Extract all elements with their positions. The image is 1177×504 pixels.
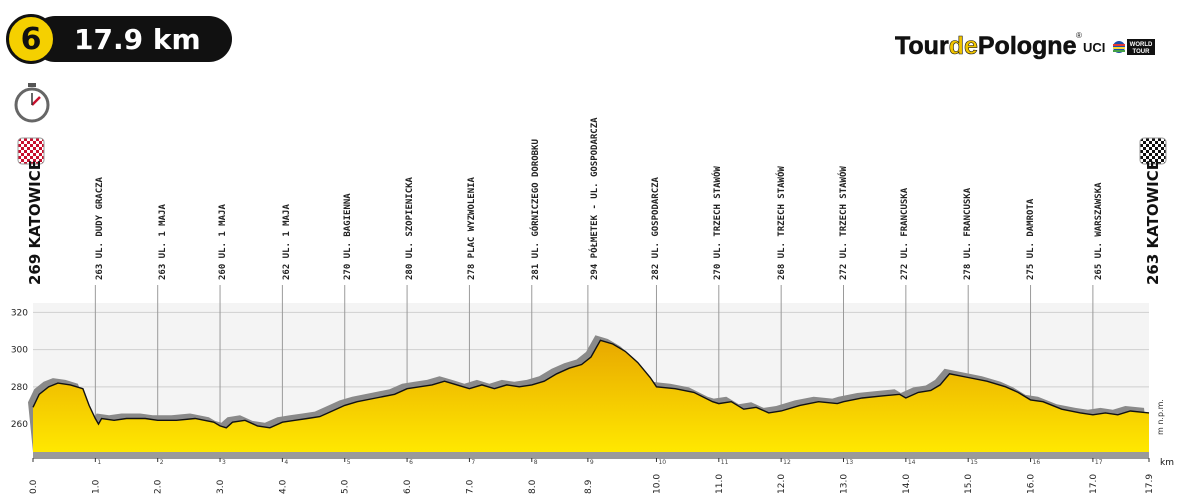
x-tick-label: 14.0 xyxy=(902,474,912,494)
y-tick-label: 300 xyxy=(11,346,28,356)
waypoint-number: 7 xyxy=(471,459,475,466)
waypoint-number: 10 xyxy=(658,459,666,466)
logo-word-pologne: Pologne xyxy=(978,32,1077,60)
y-tick-label: 260 xyxy=(11,420,28,430)
waypoint-number: 15 xyxy=(970,459,978,466)
x-tick-label: 10.0 xyxy=(652,474,662,494)
waypoint-label: 280 UL. SZOPIENICKA xyxy=(405,176,415,280)
waypoint-number: 8 xyxy=(534,459,538,466)
stage-distance: 17.9 km xyxy=(32,16,232,62)
x-tick-label: 6.0 xyxy=(403,479,413,494)
waypoint-label: 272 UL. TRZECH STAWÓW xyxy=(837,166,849,280)
waypoint-number: 6 xyxy=(409,459,413,466)
y-tick-label: 320 xyxy=(11,308,28,318)
registered-mark: ® xyxy=(1076,31,1082,40)
x-tick-label: 0.0 xyxy=(29,479,39,494)
x-tick-label: 1.0 xyxy=(91,479,101,494)
x-tick-label: 17.9 xyxy=(1145,474,1155,494)
finish-label: 263 KATOWICE xyxy=(1144,160,1162,285)
waypoint-label: 260 UL. 1 MAJA xyxy=(218,204,228,280)
baseline-bar xyxy=(33,452,1149,457)
stopwatch-icon xyxy=(14,83,50,123)
waypoint-label: 270 UL. TRZECH STAWÓW xyxy=(711,166,723,280)
x-tick-label: 8.9 xyxy=(584,479,594,494)
waypoint-number: 17 xyxy=(1095,459,1103,466)
x-tick-label: 7.0 xyxy=(465,479,475,494)
x-tick-label: 5.0 xyxy=(341,479,351,494)
waypoint-label: 270 UL. BAGIENNA xyxy=(343,193,353,280)
waypoint-label: 268 UL. TRZECH STAWÓW xyxy=(775,166,787,280)
world-text: WORLD xyxy=(1130,42,1153,48)
waypoint-number: 9 xyxy=(590,459,594,466)
waypoint-label: 294 PÓŁMETEK - UL. GOSPODARCZA xyxy=(588,117,600,280)
x-axis-labels: 0.0 1.0 2.0 3.0 4.0 5.0 6.0 7.0 8.0 8.9 10.0 11.0 12… xyxy=(29,457,1155,494)
stage-badge: 17.9 km 6 xyxy=(6,14,232,64)
tour-text: TOUR xyxy=(1133,49,1151,55)
profile-area xyxy=(32,339,1150,457)
waypoint-label: 262 UL. 1 MAJA xyxy=(282,204,292,280)
waypoint-number: 1 xyxy=(97,459,101,466)
x-tick-label: 3.0 xyxy=(216,479,226,494)
logo-word-tour: Tour xyxy=(895,32,949,60)
waypoint-label: 272 UL. FRANCUSKA xyxy=(900,187,910,280)
waypoint-label: 281 UL. GÓRNICZEGO DOROBKU xyxy=(529,139,541,280)
waypoint-number: 5 xyxy=(347,459,351,466)
waypoint-label: 282 UL. GOSPODARCZA xyxy=(651,176,661,280)
waypoint-number: 14 xyxy=(908,459,916,466)
waypoint-label: 275 UL. DAMROTA xyxy=(1026,198,1036,280)
waypoint-number: 11 xyxy=(721,459,729,466)
y-axis-labels: 260 280 300 320 xyxy=(11,308,28,430)
waypoint-label: 278 PLAC WYZWOLENIA xyxy=(467,176,477,280)
x-tick-label: 12.0 xyxy=(777,474,787,494)
x-tick-label: 8.0 xyxy=(528,479,538,494)
stage-number: 6 xyxy=(6,14,56,64)
svg-text:TourdePologne: TourdePologne xyxy=(895,32,1077,60)
tour-de-pologne-logo: TourdePologne ® UCI WORLD TOUR xyxy=(895,31,1155,60)
elevation-area xyxy=(33,340,1149,452)
km-label: km xyxy=(1160,458,1174,468)
unit-label: m n.p.m. xyxy=(1156,399,1165,435)
waypoint-number: 2 xyxy=(160,459,164,466)
waypoint-number: 4 xyxy=(284,459,288,466)
elevation-line xyxy=(32,339,1150,429)
y-tick-label: 280 xyxy=(11,383,28,393)
waypoint-number: 12 xyxy=(783,459,791,466)
x-tick-label: 16.0 xyxy=(1027,474,1037,494)
start-label: 269 KATOWICE xyxy=(26,160,44,285)
waypoint-number: 13 xyxy=(846,459,854,466)
waypoint-label: 263 UL. 1 MAJA xyxy=(158,204,168,280)
x-tick-label: 15.0 xyxy=(964,474,974,494)
x-tick-label: 11.0 xyxy=(715,474,725,494)
start-flag-icon xyxy=(17,137,45,165)
waypoint-number: 16 xyxy=(1033,459,1041,466)
waypoint-label: 263 UL. DUDY GRACZA xyxy=(95,176,105,280)
logo-word-de: de xyxy=(949,32,978,60)
finish-flag-icon xyxy=(1139,137,1167,165)
place-labels: 269 KATOWICE 263 KATOWICE m n.p.m. km 26… xyxy=(26,117,1174,468)
waypoint-label: 278 UL. FRANCUSKA xyxy=(963,187,973,280)
x-tick-label: 2.0 xyxy=(154,479,164,494)
x-tick-label: 4.0 xyxy=(278,479,288,494)
x-tick-label: 13.0 xyxy=(840,474,850,494)
uci-text: UCI xyxy=(1083,40,1105,55)
waypoint-label: 265 UL. WARSZAWSKA xyxy=(1094,182,1104,280)
waypoint-number: 3 xyxy=(222,459,226,466)
x-tick-label: 17.0 xyxy=(1089,474,1099,494)
